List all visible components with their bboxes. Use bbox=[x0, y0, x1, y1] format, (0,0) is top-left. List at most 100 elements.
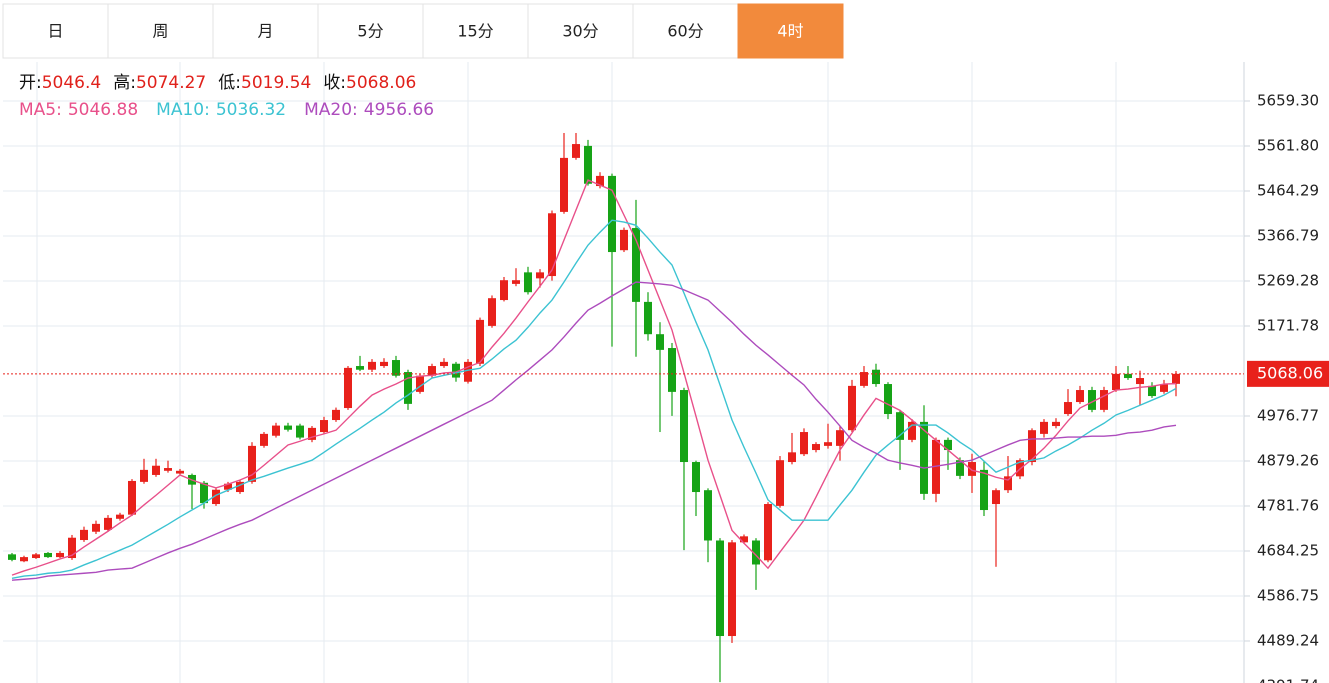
candle-body bbox=[776, 460, 784, 506]
tab-label[interactable]: 日 bbox=[47, 22, 63, 41]
y-tick-label: 4781.76 bbox=[1257, 496, 1319, 514]
ohlc-info: 开:5046.4 高:5074.27 低:5019.54 收:5068.06 MA5:… bbox=[19, 70, 452, 124]
candle-body bbox=[152, 465, 160, 475]
candle-body bbox=[140, 469, 148, 482]
ma-line bbox=[11, 179, 1177, 576]
candle-body bbox=[704, 490, 712, 541]
label: 收: bbox=[323, 73, 347, 93]
y-tick-label: 4586.75 bbox=[1257, 586, 1319, 604]
candle-body bbox=[284, 425, 292, 430]
candle-body bbox=[1124, 373, 1132, 379]
candle-body bbox=[1052, 421, 1060, 427]
tab-label[interactable]: 5分 bbox=[357, 22, 383, 41]
low-value: 5019.54 bbox=[241, 73, 312, 93]
candle-body bbox=[476, 319, 484, 364]
candle-body bbox=[224, 483, 232, 490]
y-tick-label: 5171.78 bbox=[1257, 316, 1319, 334]
candle-body bbox=[1076, 390, 1084, 403]
candle-body bbox=[692, 462, 700, 493]
ma-value: 4956.66 bbox=[363, 100, 435, 120]
candle-body bbox=[20, 557, 28, 562]
tab[interactable] bbox=[2, 3, 109, 59]
candle-body bbox=[836, 430, 844, 446]
y-tick-label: 4879.26 bbox=[1257, 451, 1319, 469]
candle-body bbox=[956, 460, 964, 476]
tab-label[interactable]: 30分 bbox=[562, 22, 598, 41]
candle-body bbox=[752, 540, 760, 565]
ma-value: 5036.32 bbox=[215, 100, 287, 120]
candle-body bbox=[212, 489, 220, 505]
tab-label[interactable]: 周 bbox=[152, 22, 168, 41]
y-tick-label: 5269.28 bbox=[1257, 271, 1319, 289]
tab-label[interactable]: 60分 bbox=[667, 22, 703, 41]
candle-body bbox=[740, 536, 748, 543]
candle-body bbox=[416, 375, 424, 392]
candle-body bbox=[824, 442, 832, 446]
candle-body bbox=[80, 529, 88, 541]
candle-body bbox=[1040, 421, 1048, 434]
current-price-label: 5068.06 bbox=[1257, 363, 1323, 382]
candle-body bbox=[992, 490, 1000, 505]
candle-body bbox=[44, 552, 52, 558]
tab-label[interactable]: 4时 bbox=[777, 22, 803, 41]
candle-body bbox=[128, 480, 136, 515]
candle-body bbox=[524, 272, 532, 293]
candle-body bbox=[572, 144, 580, 158]
tab-label[interactable]: 15分 bbox=[457, 22, 493, 41]
current-price-box bbox=[1247, 360, 1329, 387]
candle-body bbox=[392, 360, 400, 376]
candle-body bbox=[380, 361, 388, 367]
candle-body bbox=[872, 369, 880, 385]
candle-body bbox=[8, 554, 16, 560]
candle-body bbox=[164, 468, 172, 471]
candle-body bbox=[512, 280, 520, 284]
candle-body bbox=[968, 462, 976, 476]
tab-label[interactable]: 月 bbox=[257, 22, 273, 41]
candle-body bbox=[788, 452, 796, 463]
y-tick-label: 5561.80 bbox=[1257, 136, 1319, 154]
candle-body bbox=[332, 409, 340, 421]
candle-body bbox=[764, 504, 772, 561]
candle-body bbox=[56, 552, 64, 558]
candle-body bbox=[1064, 402, 1072, 415]
candle-body bbox=[644, 301, 652, 335]
tab[interactable] bbox=[737, 3, 844, 59]
candle-body bbox=[272, 425, 280, 436]
candle-body bbox=[800, 432, 808, 455]
candle-body bbox=[308, 427, 316, 440]
candle-body bbox=[1160, 384, 1168, 392]
candle-body bbox=[464, 361, 472, 382]
candle-body bbox=[1028, 430, 1036, 463]
ma-line bbox=[11, 219, 1177, 580]
ma-line bbox=[11, 281, 1177, 581]
candle-body bbox=[440, 361, 448, 367]
candle-body bbox=[1088, 390, 1096, 410]
candle-body bbox=[1148, 385, 1156, 397]
candle-body bbox=[68, 537, 76, 559]
ma-name: MA5: bbox=[19, 100, 62, 120]
candle-body bbox=[884, 384, 892, 415]
y-tick-label: 4976.77 bbox=[1257, 406, 1319, 424]
ma-name: MA20: bbox=[304, 100, 358, 120]
candle-body bbox=[1100, 390, 1108, 410]
tab[interactable] bbox=[632, 3, 739, 59]
candle-body bbox=[1112, 373, 1120, 391]
open-value: 5046.4 bbox=[41, 73, 102, 93]
label: 开: bbox=[19, 73, 42, 93]
label: 高: bbox=[113, 73, 136, 93]
candle-body bbox=[920, 421, 928, 494]
y-tick-label: 5659.30 bbox=[1257, 91, 1319, 109]
candle-body bbox=[812, 444, 820, 451]
candle-body bbox=[596, 175, 604, 187]
tab[interactable] bbox=[317, 3, 424, 59]
label: 低: bbox=[218, 73, 241, 93]
candle-body bbox=[548, 213, 556, 277]
y-tick-label: 5464.29 bbox=[1257, 181, 1319, 199]
candle-body bbox=[728, 542, 736, 637]
candle-body bbox=[620, 229, 628, 251]
candle-body bbox=[584, 145, 592, 184]
candle-body bbox=[356, 366, 364, 370]
candle-body bbox=[500, 280, 508, 301]
